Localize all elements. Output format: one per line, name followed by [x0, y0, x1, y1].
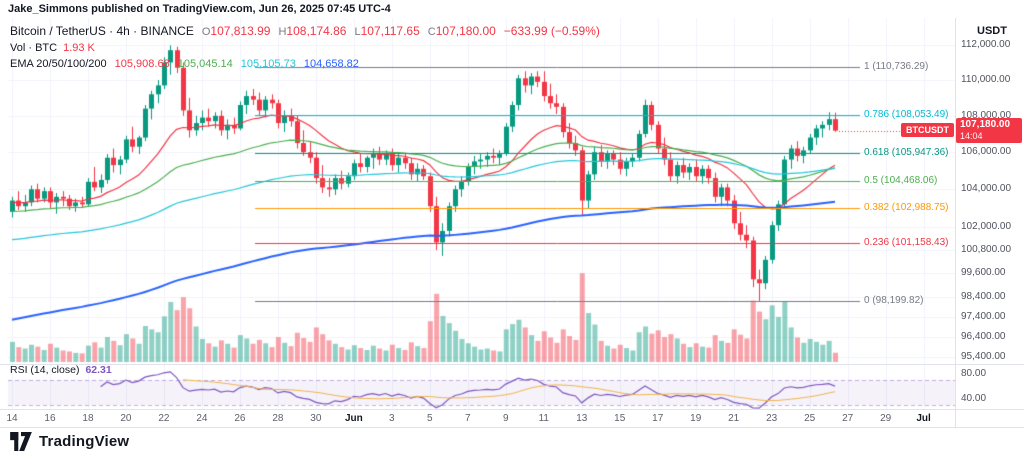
time-axis-label: 17 — [652, 413, 664, 424]
time-axis-label: 22 — [158, 413, 170, 424]
time-axis-label: 18 — [82, 413, 94, 424]
time-axis-label: 9 — [503, 413, 509, 424]
fib-label-0.382: 0.382 (102,988.75) — [864, 202, 949, 214]
time-axis-label: 13 — [576, 413, 588, 424]
fib-label-0: 0 (98,199.82) — [864, 295, 924, 307]
price-scale-currency: USDT — [977, 25, 1007, 37]
price-scale-label: 110,000.00 — [961, 74, 1011, 86]
ema200-value: 104,658.82 — [303, 58, 359, 70]
time-axis-label: 16 — [44, 413, 56, 424]
candle-countdown: 14:04 — [960, 130, 983, 141]
fib-label-0.5: 0.5 (104,468.06) — [864, 174, 938, 186]
price-scale-label: 98,400.00 — [961, 291, 1006, 303]
price-scale-label: 97,400.00 — [961, 310, 1006, 322]
current-price-badge: 107,180.00 14:04 — [956, 117, 1022, 143]
rsi-scale-label: 80.00 — [961, 368, 987, 379]
symbol-price-tag: BTCUSDT — [901, 122, 954, 137]
price-scale-label: 96,400.00 — [961, 331, 1006, 343]
time-axis-label: 14 — [6, 413, 18, 424]
tradingview-wordmark[interactable]: TradingView — [39, 432, 130, 450]
time-axis-label: 15 — [614, 413, 626, 424]
time-axis-label: 25 — [804, 413, 816, 424]
time-axis-label: 20 — [120, 413, 132, 424]
low-label: L — [354, 26, 361, 38]
attribution-text: Jake_Simmons published on TradingView.co… — [8, 3, 391, 15]
time-axis-label: 29 — [880, 413, 892, 424]
fib-label-1: 1 (110,736.29) — [864, 61, 929, 73]
price-scale-label: 99,600.00 — [961, 267, 1006, 279]
time-axis-label: 19 — [690, 413, 702, 424]
time-axis-label: 11 — [538, 413, 549, 424]
ema20-value: 105,908.68 — [114, 58, 170, 70]
open-value: 107,813.99 — [210, 24, 271, 38]
time-axis-label: 26 — [234, 413, 246, 424]
price-scale-label: 108,000.00 — [961, 109, 1012, 121]
fib-label-0.618: 0.618 (105,947.36) — [864, 147, 949, 159]
time-axis-label: Jul — [916, 413, 931, 424]
time-axis-label: 23 — [766, 413, 778, 424]
price-scale-label: 106,000.00 — [961, 146, 1012, 158]
symbol-title[interactable]: Bitcoin / TetherUS · 4h · BINANCE — [10, 24, 194, 38]
high-value: 108,174.86 — [286, 24, 347, 38]
ema100-value: 105,105.73 — [240, 58, 296, 70]
change-value: −633.99 (−0.59%) — [503, 24, 600, 38]
rsi-value: 62.31 — [85, 364, 112, 376]
open-label: O — [201, 26, 211, 38]
price-scale-label: 102,000.00 — [961, 221, 1012, 233]
tradingview-logo-icon[interactable] — [10, 431, 32, 451]
chart-legend: Bitcoin / TetherUS · 4h · BINANCE O107,81… — [10, 24, 600, 72]
low-value: 107,117.65 — [360, 24, 420, 38]
price-scale-label: 100,800.00 — [961, 244, 1012, 256]
time-axis-label: 7 — [465, 413, 471, 424]
price-scale-label: 104,000.00 — [961, 183, 1012, 195]
close-label: C — [427, 26, 436, 38]
time-axis-label: 30 — [310, 413, 322, 424]
time-axis-label: 21 — [728, 413, 740, 424]
time-axis-label: 28 — [272, 413, 284, 424]
time-axis-label: 5 — [427, 413, 433, 424]
fib-label-0.236: 0.236 (101,158.43) — [864, 237, 949, 249]
fib-label-0.786: 0.786 (108,053.49) — [864, 108, 949, 120]
ema-indicator-label[interactable]: EMA 20/50/100/200 — [10, 58, 107, 70]
close-value: 107,180.00 — [435, 24, 496, 38]
pane-separator[interactable] — [0, 364, 1024, 365]
footer-bar: TradingView — [0, 427, 1024, 454]
time-axis-label: 27 — [842, 413, 854, 424]
time-axis-label: 3 — [389, 413, 395, 424]
ema50-value: 105,045.14 — [177, 58, 233, 70]
time-axis-separator — [0, 409, 1024, 410]
current-price-value: 107,180.00 — [960, 118, 1011, 130]
rsi-indicator-label[interactable]: RSI (14, close) — [10, 364, 80, 376]
time-axis-label: 24 — [196, 413, 208, 424]
volume-indicator-label[interactable]: Vol · BTC — [10, 42, 58, 54]
price-scale-label: 95,400.00 — [961, 351, 1006, 363]
rsi-scale-label: 40.00 — [961, 393, 987, 404]
high-label: H — [278, 26, 287, 38]
price-scale-label: 112,000.00 — [961, 39, 1011, 50]
price-scale[interactable] — [955, 18, 1024, 427]
time-axis-label: Jun — [344, 413, 363, 424]
rsi-legend: RSI (14, close) 62.31 — [10, 364, 112, 376]
volume-value: 1.93 K — [63, 42, 95, 54]
